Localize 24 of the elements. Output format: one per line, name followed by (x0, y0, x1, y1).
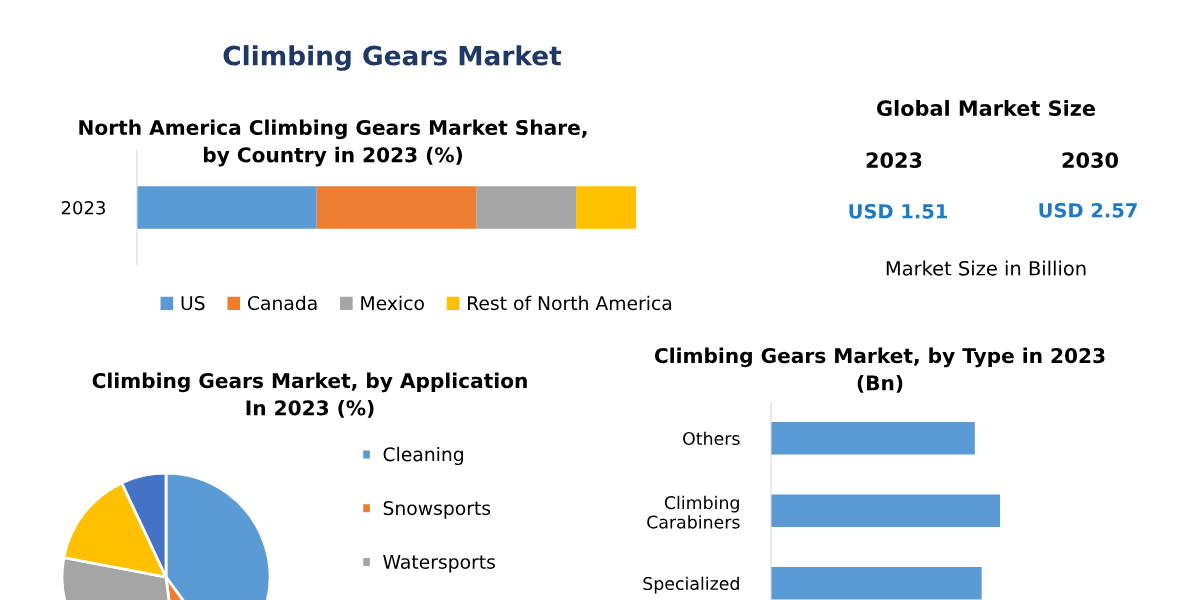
legend-label: Rest of North America (468, 295, 672, 311)
chart-subtitle: North America Climbing Gears Market Share, by Country in 2023 (%) (79, 119, 587, 167)
bar (137, 186, 317, 229)
chart-title: Climbing Gears Market, by Type in 2023 (Bn) (654, 347, 1105, 393)
legend-label: Snowsports (383, 500, 491, 519)
chart-title: Climbing Gears Market (223, 45, 562, 71)
text: USD 2.57 (1039, 202, 1137, 218)
legend-label: Cleaning (383, 446, 463, 466)
y-tick-label: Climbing Carabiners (647, 495, 740, 529)
text: 2023 (866, 152, 922, 169)
y-tick-label: Specialized (643, 576, 739, 594)
legend-label: Canada (247, 295, 317, 311)
text: Market Size in Billion (886, 260, 1086, 276)
chart-title: Climbing Gears Market, by Application In 2023 (%) (92, 372, 527, 418)
bar (576, 186, 636, 229)
bar (316, 186, 477, 229)
bar (476, 186, 577, 229)
text: Global Market Size (877, 99, 1096, 117)
text: 2030 (1062, 152, 1118, 169)
text: USD 1.51 (849, 203, 947, 219)
legend-label: Mexico (361, 295, 424, 311)
y-tick-label: Others (683, 431, 740, 446)
legend-label: US (181, 296, 205, 311)
legend-label: Watersports (383, 555, 495, 573)
